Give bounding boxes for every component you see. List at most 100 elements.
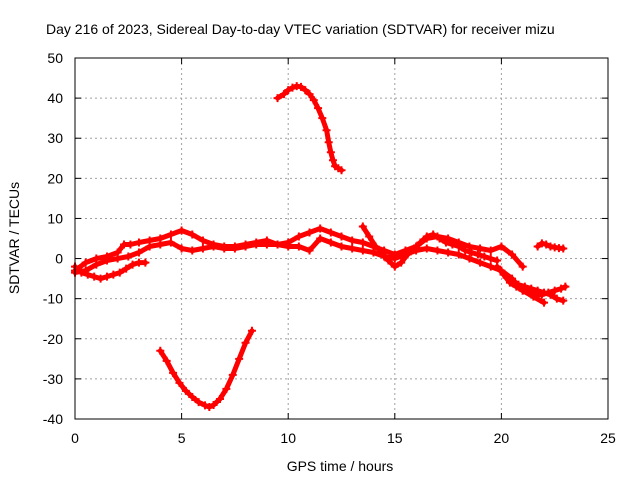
data-point <box>365 232 374 241</box>
y-tick-label: -10 <box>43 291 63 307</box>
data-point <box>435 234 444 243</box>
data-point <box>273 240 282 249</box>
data-point <box>518 262 527 271</box>
data-point <box>222 384 231 393</box>
series-arc-lower-trough <box>156 326 256 411</box>
series-band-early-dip <box>71 258 150 283</box>
data-point <box>205 402 214 411</box>
data-point <box>198 244 207 253</box>
data-point <box>122 264 131 273</box>
data-point <box>175 378 184 387</box>
data-point <box>166 230 175 239</box>
y-tick-label: 30 <box>47 130 63 146</box>
data-point <box>113 254 122 263</box>
data-point <box>273 94 282 103</box>
data-point <box>473 250 482 259</box>
data-point <box>448 240 457 249</box>
data-point <box>188 246 197 255</box>
data-point <box>141 258 150 267</box>
data-point <box>546 290 555 299</box>
data-point <box>177 244 186 253</box>
x-tick-label: 15 <box>387 430 403 446</box>
y-tick-label: -40 <box>43 411 63 427</box>
data-point <box>220 244 229 253</box>
data-point <box>322 126 331 135</box>
data-point <box>294 242 303 251</box>
data-point <box>162 356 171 365</box>
data-point <box>409 244 418 253</box>
data-point <box>486 254 495 263</box>
data-point <box>252 240 261 249</box>
data-point <box>476 244 485 253</box>
data-point <box>241 338 250 347</box>
data-point <box>403 250 412 259</box>
data-point <box>378 248 387 257</box>
y-tick-label: 10 <box>47 210 63 226</box>
data-point <box>209 242 218 251</box>
data-point <box>540 298 549 307</box>
data-point <box>397 258 406 267</box>
y-axis-title: SDTVAR / TECUs <box>6 182 22 294</box>
data-point <box>550 286 559 295</box>
data-point <box>454 250 463 259</box>
data-point <box>228 370 237 379</box>
data-point <box>561 282 570 291</box>
data-point <box>288 83 297 92</box>
data-point <box>326 148 335 157</box>
data-point <box>422 232 431 241</box>
data-point <box>156 240 165 249</box>
data-point <box>508 278 517 287</box>
data-point <box>301 86 310 95</box>
data-point <box>454 242 463 251</box>
data-point <box>305 246 314 255</box>
data-point <box>480 252 489 261</box>
data-point <box>540 288 549 297</box>
series-band-scatter-mid <box>358 222 502 271</box>
data-point <box>284 86 293 95</box>
data-point <box>358 238 367 247</box>
data-point <box>416 238 425 247</box>
data-point <box>296 82 305 91</box>
grid <box>75 58 608 419</box>
data-point <box>441 238 450 247</box>
data-point <box>92 260 101 269</box>
data-point <box>337 232 346 241</box>
data-point <box>429 230 438 239</box>
data-point <box>90 272 99 281</box>
data-point <box>198 236 207 245</box>
data-point <box>77 268 86 277</box>
data-point <box>422 244 431 253</box>
data-point <box>247 326 256 335</box>
data-point <box>284 242 293 251</box>
data-point <box>102 272 111 281</box>
data-point <box>279 90 288 99</box>
y-tick-label: 40 <box>47 90 63 106</box>
data-point <box>134 238 143 247</box>
series-band-main-lower <box>71 234 549 307</box>
data-point <box>128 260 137 269</box>
data-point <box>241 242 250 251</box>
series-arc-upper-hump <box>273 82 346 175</box>
data-point <box>96 274 105 283</box>
x-axis-title: GPS time / hours <box>287 458 394 474</box>
data-point <box>201 401 210 410</box>
data-point <box>520 282 529 291</box>
data-point <box>177 226 186 235</box>
data-point <box>169 368 178 377</box>
data-point <box>371 242 380 251</box>
data-point <box>348 244 357 253</box>
data-point <box>115 268 124 277</box>
data-point <box>557 284 566 293</box>
x-tick-label: 25 <box>600 430 616 446</box>
ticks: 0 5 10 15 20 25 -40 -30 -20 -10 0 10 20 30 40 50 <box>43 50 616 446</box>
data-point <box>134 248 143 257</box>
data-point <box>209 400 218 409</box>
chart-title: Day 216 of 2023, Sidereal Day-to-day VTE… <box>46 21 555 37</box>
data-point <box>81 258 90 267</box>
data-point <box>476 258 485 267</box>
data-point <box>358 222 367 231</box>
data-point <box>461 246 470 255</box>
data-point <box>166 238 175 247</box>
y-tick-label: -20 <box>43 331 63 347</box>
